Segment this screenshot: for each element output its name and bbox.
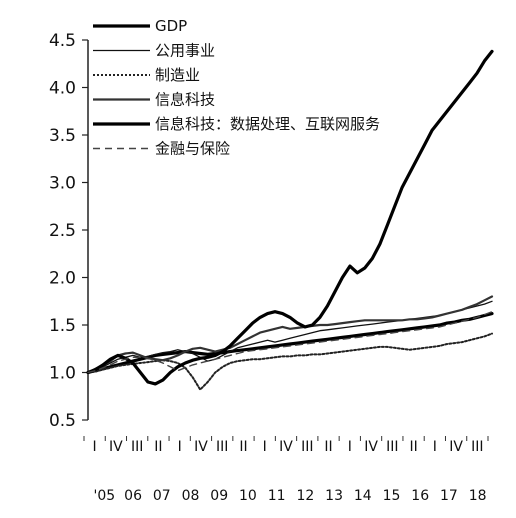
quarter-tick-label: IV xyxy=(194,439,208,455)
quarter-tick-label: I xyxy=(178,439,182,455)
legend-label: 信息科技 xyxy=(155,91,215,109)
quarter-tick-label: IV xyxy=(109,439,123,455)
series-line-3 xyxy=(87,332,493,391)
quarter-tick-label: III xyxy=(301,439,313,455)
quarter-tick-label: I xyxy=(93,439,97,455)
year-tick-label: 17 xyxy=(440,488,458,504)
legend-label: 金融与保险 xyxy=(155,140,230,158)
y-tick-label: 1.5 xyxy=(49,316,76,336)
quarter-tick-label: IV xyxy=(279,439,293,455)
series-layer xyxy=(86,49,494,391)
quarter-tick-label: II xyxy=(239,439,247,455)
year-tick-label: 09 xyxy=(210,488,228,504)
y-tick-label: 3.0 xyxy=(49,174,76,194)
year-tick-label: 10 xyxy=(239,488,257,504)
quarter-tick-label: I xyxy=(263,439,267,455)
quarter-tick-label: I xyxy=(348,439,352,455)
y-tick-label: 4.5 xyxy=(49,31,76,51)
series-line-5 xyxy=(86,49,494,386)
year-tick-label: 14 xyxy=(354,488,372,504)
series-line-1 xyxy=(86,312,494,375)
year-tick-label: '05 xyxy=(94,488,116,504)
y-tick-label: 4.0 xyxy=(49,79,76,99)
quarter-tick-label: III xyxy=(386,439,398,455)
y-tick-label: 1.0 xyxy=(49,364,76,384)
quarter-tick-label: IV xyxy=(449,439,463,455)
quarter-tick-label: III xyxy=(471,439,483,455)
quarter-tick-label: IV xyxy=(364,439,378,455)
quarter-tick-label: II xyxy=(409,439,417,455)
quarter-tick-label: I xyxy=(433,439,437,455)
series-line-6 xyxy=(87,311,493,374)
year-tick-label: 13 xyxy=(325,488,343,504)
legend-label: GDP xyxy=(155,17,187,35)
y-tick-label: 3.5 xyxy=(49,126,76,146)
y-tick-label: 0.5 xyxy=(49,411,76,431)
year-tick-label: 15 xyxy=(383,488,401,504)
y-tick-label: 2.5 xyxy=(49,221,76,241)
series-line-4 xyxy=(86,295,494,374)
quarter-tick-label: II xyxy=(154,439,162,455)
quarter-tick-label: II xyxy=(324,439,332,455)
year-tick-label: 18 xyxy=(469,488,487,504)
y-tick-label: 2.0 xyxy=(49,269,76,289)
quarter-tick-label: III xyxy=(131,439,143,455)
legend-label: 制造业 xyxy=(155,66,200,84)
year-tick-label: 06 xyxy=(124,488,142,504)
year-tick-label: 16 xyxy=(411,488,429,504)
quarter-tick-label: III xyxy=(216,439,228,455)
year-tick-label: 12 xyxy=(296,488,314,504)
year-tick-label: 11 xyxy=(268,488,286,504)
legend-label: 公用事业 xyxy=(155,42,215,60)
year-tick-label: 08 xyxy=(182,488,200,504)
legend-label: 信息科技：数据处理、互联网服务 xyxy=(155,115,380,133)
year-tick-label: 07 xyxy=(153,488,171,504)
axes-layer: 4.54.03.53.02.52.01.51.00.5I IV III II I IV II… xyxy=(49,31,489,504)
